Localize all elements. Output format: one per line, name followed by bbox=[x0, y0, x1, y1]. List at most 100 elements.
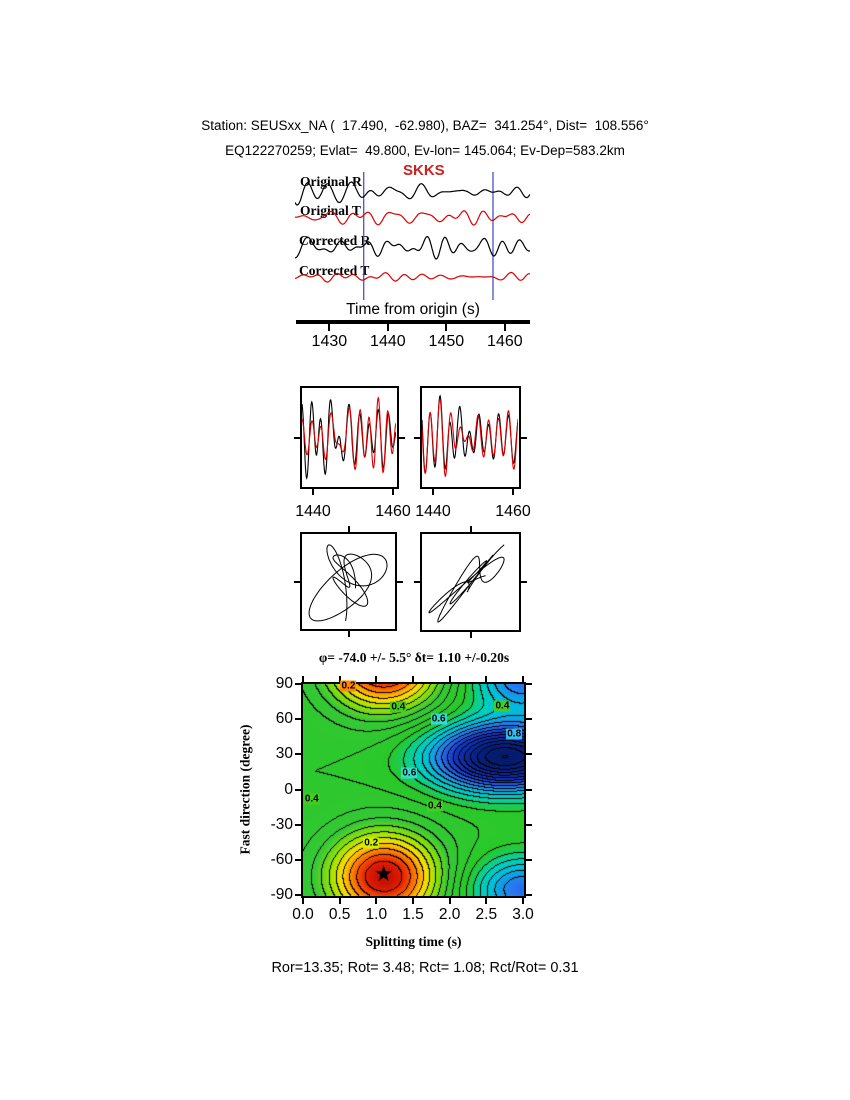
time-axis-tick-label: 1440 bbox=[370, 333, 406, 350]
splitting-result-title: φ= -74.0 +/- 5.5° δt= 1.10 +/-0.20s bbox=[318, 650, 510, 665]
contour-inline-label: 0.6 bbox=[430, 713, 447, 725]
particle-motion-box bbox=[420, 532, 521, 632]
contour-ytick bbox=[526, 788, 532, 791]
contour-xtick bbox=[338, 898, 341, 904]
compare-trace-black bbox=[421, 394, 519, 474]
particle-motion-curve bbox=[308, 544, 388, 622]
compare-traces-plot bbox=[421, 394, 519, 478]
compare-axis-tick-label: 1460 bbox=[375, 503, 411, 520]
contour-ytick bbox=[295, 823, 301, 826]
seismogram-trace bbox=[295, 236, 530, 260]
contour-inline-label: 0.4 bbox=[390, 701, 407, 713]
seismogram-trace bbox=[295, 271, 530, 283]
contour-ytick bbox=[526, 823, 532, 826]
contour-xtick-label: 0.0 bbox=[292, 906, 314, 923]
contour-xtick bbox=[448, 898, 451, 904]
error-surface-canvas bbox=[303, 684, 524, 896]
contour-ytick-label: -30 bbox=[270, 815, 293, 833]
contour-xtick bbox=[522, 676, 524, 682]
compare-axis-tick-label: 1460 bbox=[495, 503, 531, 520]
compare-axis-tick bbox=[312, 489, 314, 495]
contour-ytick-label: 90 bbox=[275, 675, 293, 692]
time-axis-tick bbox=[445, 324, 448, 331]
time-axis-label: Time from origin (s) bbox=[346, 301, 480, 318]
compare-box-tick bbox=[414, 436, 420, 439]
compare-box-tick bbox=[399, 436, 405, 439]
contour-ytick bbox=[295, 788, 301, 791]
time-axis-tick bbox=[386, 324, 389, 331]
contour-xtick-label: 1.0 bbox=[365, 906, 388, 923]
event-info-line: EQ122270259; Evlat= 49.800, Ev-lon= 145.… bbox=[225, 143, 625, 158]
contour-xtick bbox=[522, 898, 524, 904]
particle-box-tick bbox=[469, 632, 472, 638]
time-axis-tick bbox=[328, 324, 331, 331]
contour-ytick bbox=[526, 858, 532, 861]
contour-xtick bbox=[412, 676, 414, 682]
seismogram-trace bbox=[295, 181, 530, 206]
contour-ytick-label: 60 bbox=[275, 710, 293, 728]
time-axis-tick-label: 1460 bbox=[487, 333, 523, 350]
compare-axis-tick bbox=[432, 489, 434, 495]
compare-axis-tick bbox=[512, 489, 514, 495]
time-axis-tick-label: 1450 bbox=[428, 333, 465, 350]
contour-inline-label: 0.2 bbox=[363, 837, 380, 849]
trace-label-corrected-r: Corrected R bbox=[299, 233, 371, 248]
contour-inline-label: 0.8 bbox=[506, 728, 523, 740]
contour-inline-label: 0.4 bbox=[427, 800, 443, 812]
contour-xtick-label: 2.5 bbox=[475, 906, 498, 923]
particle-motion-plot bbox=[308, 544, 388, 622]
particle-box-tick bbox=[397, 580, 403, 583]
contour-xtick-label: 1.5 bbox=[402, 906, 424, 923]
splitting-time-axis-label: Splitting time (s) bbox=[365, 934, 462, 949]
quality-stats: Ror=13.35; Rot= 3.48; Rct= 1.08; Rct/Rot… bbox=[271, 960, 579, 976]
contour-xtick-label: 2.0 bbox=[438, 906, 461, 923]
compare-trace-red bbox=[301, 396, 397, 474]
contour-ytick bbox=[526, 683, 532, 685]
contour-inline-label: 0.2 bbox=[340, 680, 357, 692]
seismogram-panel bbox=[295, 172, 530, 300]
time-axis-tick-label: 1430 bbox=[311, 333, 348, 350]
compare-axis-tick-label: 1440 bbox=[295, 503, 331, 520]
contour-inline-label: 0.6 bbox=[401, 767, 418, 779]
compare-box-tick bbox=[294, 436, 300, 439]
particle-box-tick bbox=[521, 581, 527, 583]
contour-xtick bbox=[485, 676, 488, 682]
compare-axis-tick-label: 1440 bbox=[415, 503, 451, 520]
contour-xtick bbox=[412, 898, 414, 904]
contour-ytick bbox=[295, 894, 301, 896]
contour-ytick-label: 30 bbox=[275, 745, 293, 763]
contour-xtick bbox=[375, 898, 378, 904]
error-surface-frame bbox=[301, 682, 526, 898]
contour-xtick-label: 0.5 bbox=[328, 906, 351, 923]
phase-label: SKKS bbox=[403, 162, 445, 179]
station-info-line: Station: SEUSxx_NA ( 17.490, -62.980), B… bbox=[201, 118, 649, 133]
contour-ytick-label: -60 bbox=[270, 850, 293, 868]
contour-inline-label: 0.4 bbox=[303, 793, 320, 805]
contour-xtick bbox=[302, 898, 304, 904]
contour-inline-label: 0.4 bbox=[494, 700, 511, 712]
contour-ytick bbox=[295, 753, 301, 756]
compare-box-tick bbox=[521, 436, 527, 439]
contour-xtick-label: 3.0 bbox=[512, 906, 534, 923]
particle-box-tick bbox=[414, 581, 420, 583]
best-fit-star-icon: ★ bbox=[373, 861, 394, 887]
contour-ytick bbox=[526, 753, 532, 756]
trace-label-original-r: Original R bbox=[300, 174, 362, 189]
time-axis-tick bbox=[503, 324, 506, 331]
contour-xtick bbox=[302, 676, 304, 682]
contour-xtick bbox=[485, 898, 488, 904]
contour-ytick bbox=[295, 858, 301, 861]
contour-ytick-label: 0 bbox=[284, 780, 293, 798]
contour-ytick bbox=[295, 683, 301, 685]
particle-motion-curve bbox=[428, 544, 505, 623]
contour-ytick bbox=[526, 718, 532, 721]
contour-xtick bbox=[448, 676, 451, 682]
particle-box-tick bbox=[347, 631, 350, 637]
contour-ytick bbox=[295, 718, 301, 721]
seismogram-trace bbox=[295, 210, 530, 226]
particle-box-tick bbox=[294, 580, 300, 583]
waveform-compare-box bbox=[420, 386, 521, 489]
contour-xtick bbox=[375, 676, 378, 682]
waveform-compare-box bbox=[300, 386, 399, 489]
